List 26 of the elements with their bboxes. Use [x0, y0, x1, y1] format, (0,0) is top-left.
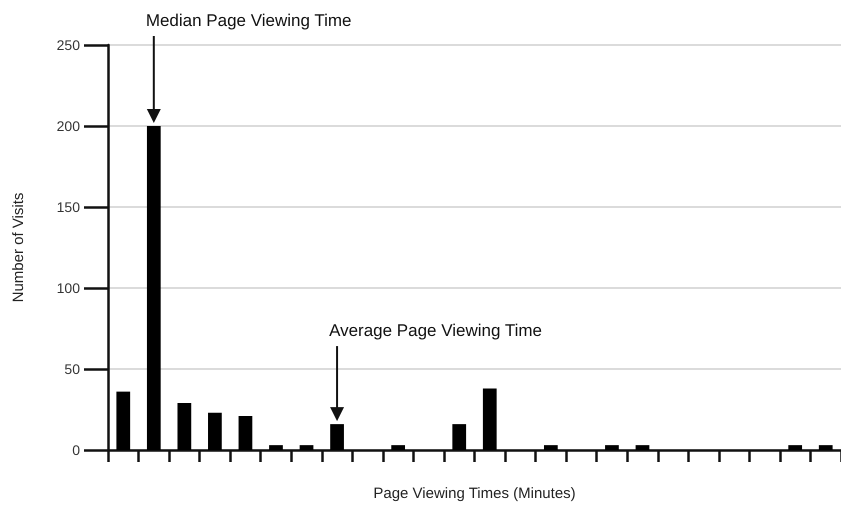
bar: [330, 424, 344, 450]
bar: [482, 388, 497, 450]
bar: [788, 445, 802, 450]
x-axis-title: Page Viewing Times (Minutes): [373, 485, 576, 502]
y-axis-title: Number of Visits: [10, 192, 27, 302]
bar: [238, 416, 252, 450]
y-tick-label: 50: [64, 361, 80, 377]
y-tick-label: 200: [56, 118, 80, 134]
bar: [116, 392, 130, 450]
bar: [636, 445, 650, 450]
bar: [208, 412, 222, 450]
bar: [391, 445, 406, 450]
bar: [818, 445, 833, 450]
bar: [146, 126, 161, 450]
y-tick-label: 150: [56, 199, 80, 215]
y-tick-label: 100: [56, 280, 80, 296]
annotation: Average Page Viewing Time: [329, 321, 542, 340]
bar: [544, 445, 558, 450]
text: Median Page Viewing Time: [146, 11, 352, 30]
bar: [269, 445, 283, 450]
bar: [300, 445, 314, 450]
bar: [605, 445, 619, 450]
y-tick-label: 0: [72, 442, 80, 458]
y-tick-label: 250: [56, 37, 80, 53]
bar: [177, 403, 192, 450]
bar: [452, 424, 466, 450]
